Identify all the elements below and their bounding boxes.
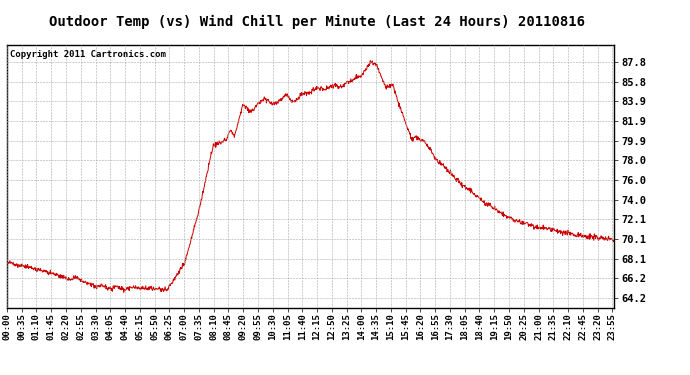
Text: Outdoor Temp (vs) Wind Chill per Minute (Last 24 Hours) 20110816: Outdoor Temp (vs) Wind Chill per Minute …	[50, 15, 585, 29]
Text: Copyright 2011 Cartronics.com: Copyright 2011 Cartronics.com	[10, 50, 166, 59]
